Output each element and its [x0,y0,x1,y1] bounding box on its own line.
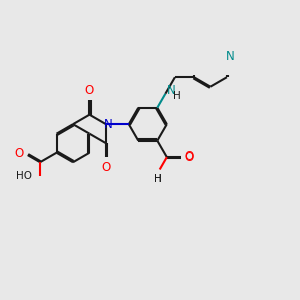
Text: O: O [185,151,194,164]
Text: HO: HO [16,172,32,182]
Text: N: N [104,118,113,131]
Text: O: O [185,150,194,163]
Text: O: O [101,161,111,174]
Text: N: N [167,85,176,98]
Text: H: H [154,174,161,184]
Text: O: O [85,84,94,97]
Text: N: N [226,50,235,63]
Text: H: H [154,174,161,184]
Text: O: O [15,147,24,160]
Text: H: H [173,91,181,100]
